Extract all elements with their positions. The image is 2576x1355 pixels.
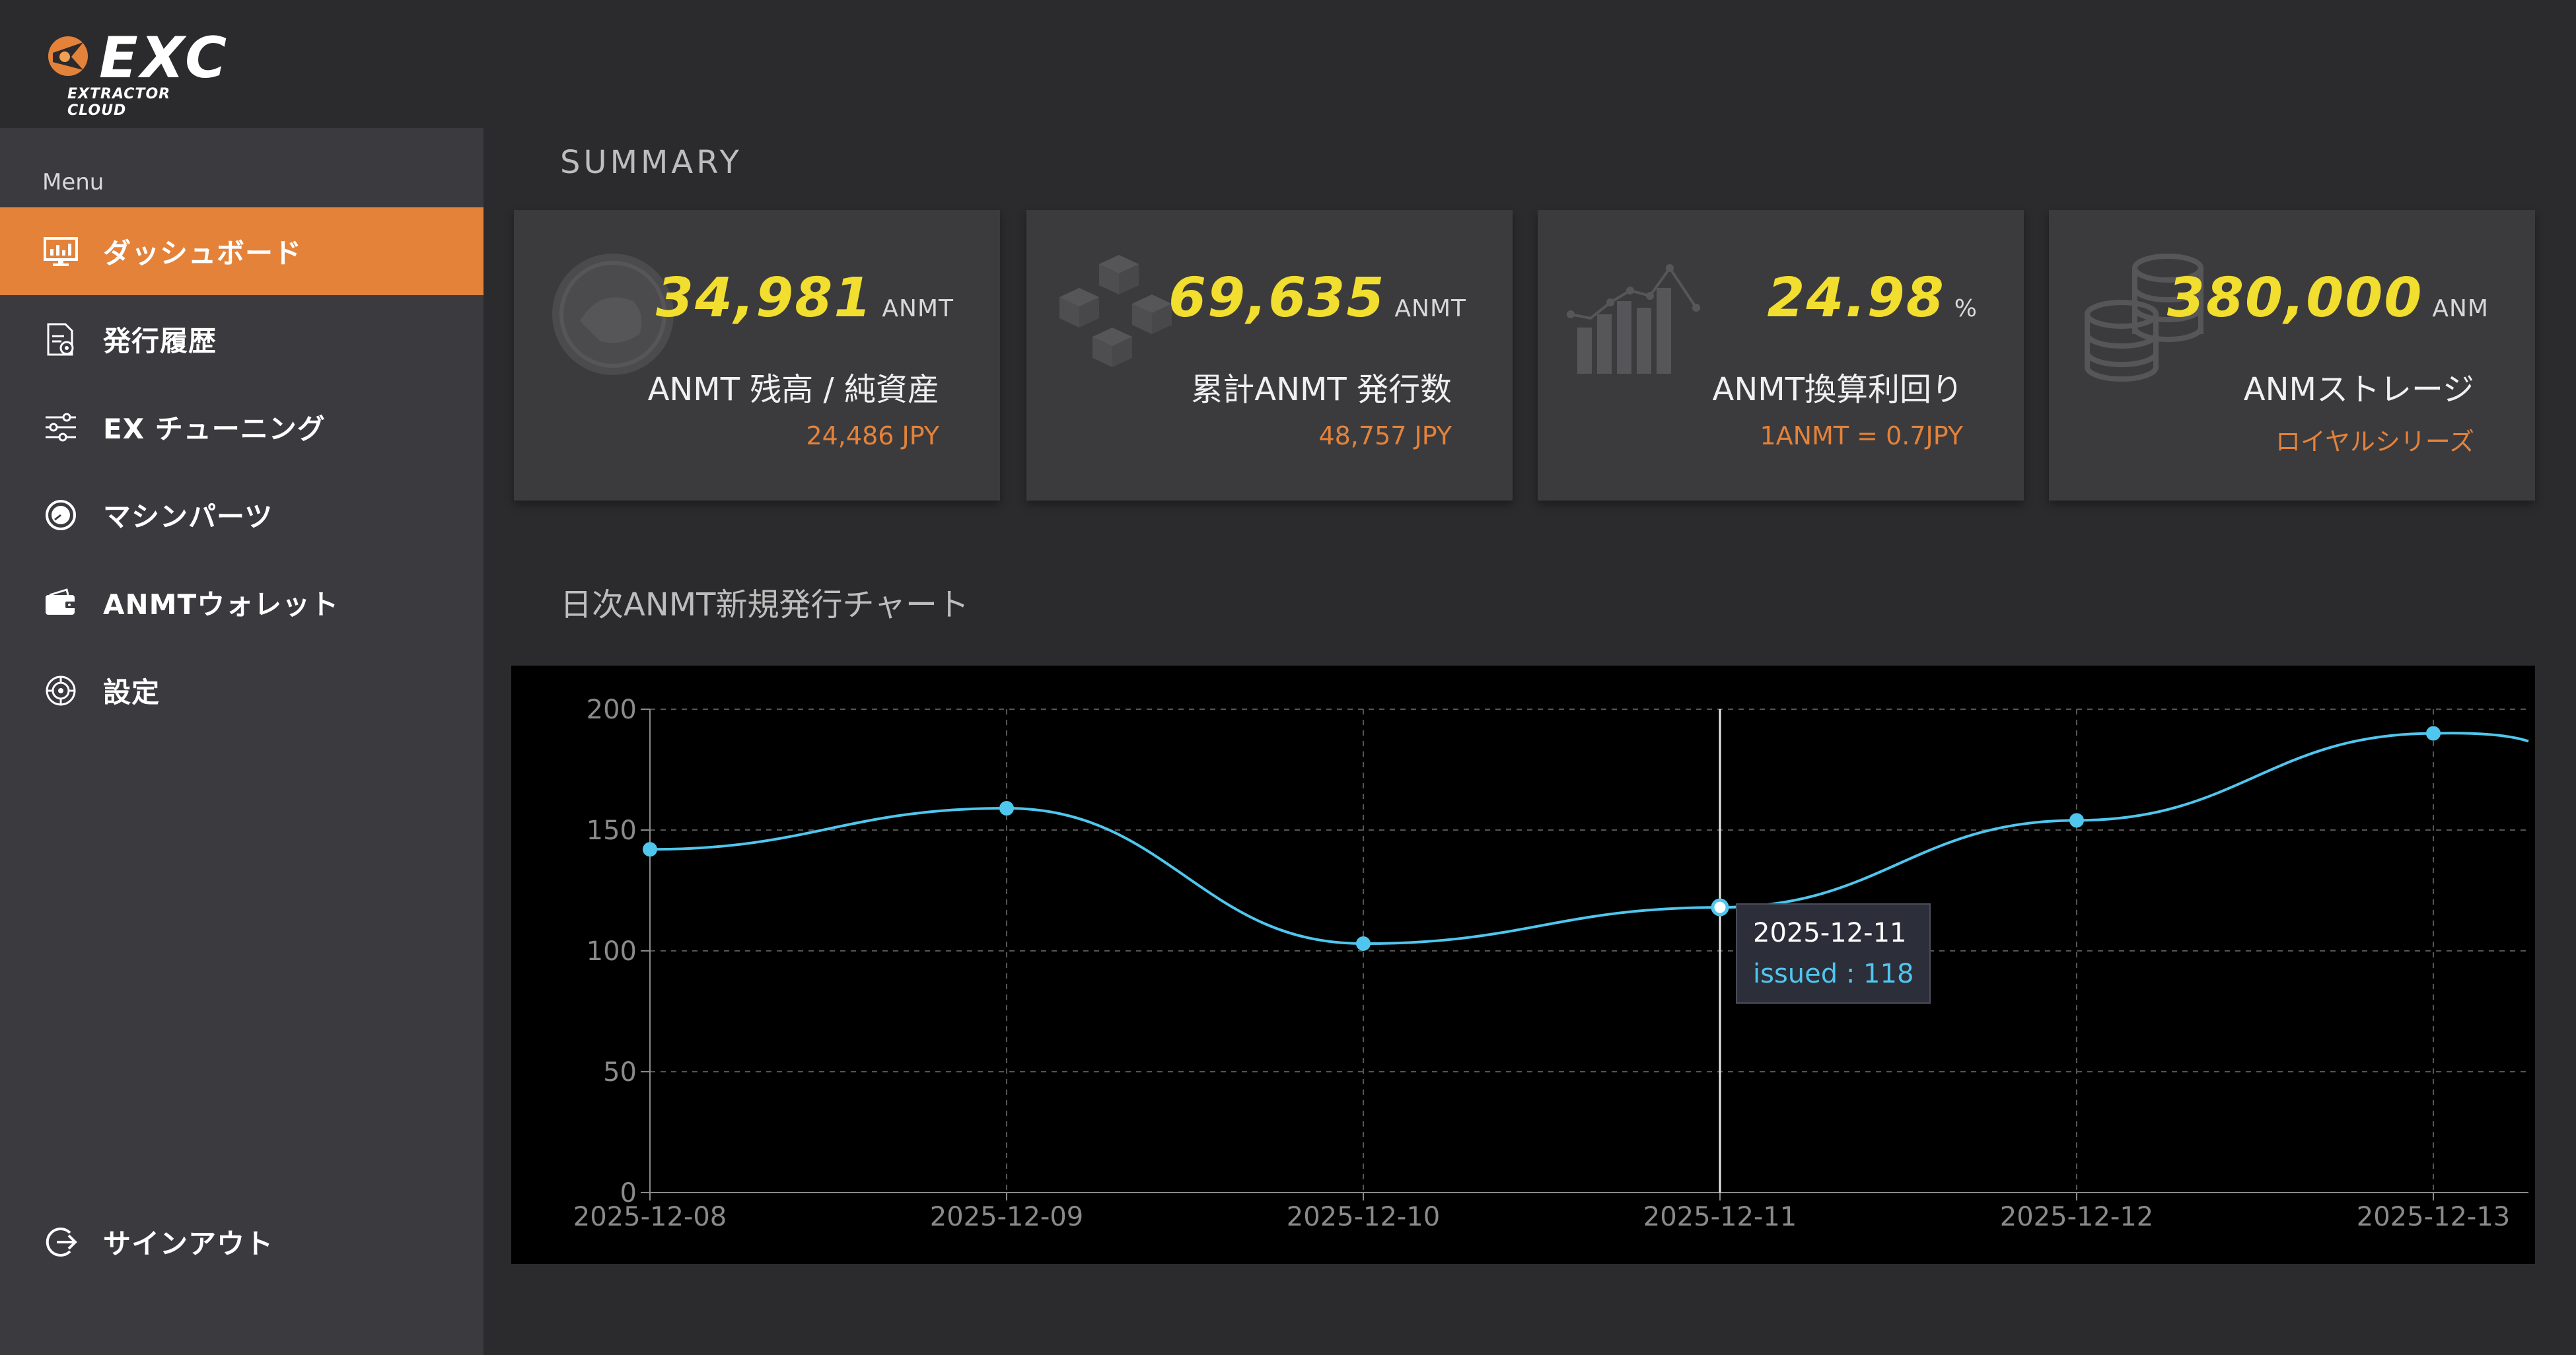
card-unit: ANMT — [882, 295, 954, 322]
gauge-icon — [42, 497, 79, 534]
sidebar-item-label: 設定 — [103, 676, 161, 709]
y-tick-label: 100 — [587, 936, 637, 967]
sidebar-item-history[interactable]: 発行履歴 — [0, 295, 483, 383]
card-label: ANMストレージ — [2243, 371, 2474, 408]
wallet-icon — [42, 584, 79, 621]
tooltip-date: 2025-12-11 — [1753, 918, 1907, 949]
card-unit: % — [1954, 295, 1978, 322]
x-tick-label: 2025-12-12 — [2000, 1202, 2153, 1232]
logo-mark-icon — [48, 36, 88, 76]
data-point — [999, 801, 1014, 816]
sliders-icon — [42, 409, 79, 446]
document-gear-icon — [42, 321, 79, 358]
card-subvalue: 48,757 JPY — [1318, 421, 1452, 450]
logo-subtitle: EXTRACTOR CLOUD — [67, 86, 171, 119]
card-anmt-balance: 34,981 ANMT ANMT 残高 / 純資産 24,486 JPY — [514, 210, 1000, 501]
logo-text: EXC — [99, 25, 230, 91]
y-tick-label: 200 — [587, 695, 637, 725]
card-yield: 24.98 % ANMT換算利回り 1ANMT = 0.7JPY — [1538, 210, 2024, 501]
data-point — [2426, 726, 2441, 741]
sidebar-item-label: 発行履歴 — [103, 325, 217, 357]
card-label: ANMT換算利回り — [1712, 371, 1963, 408]
x-tick-label: 2025-12-11 — [1643, 1202, 1797, 1232]
x-tick-label: 2025-12-13 — [2357, 1202, 2510, 1232]
summary-title: SUMMARY — [560, 144, 742, 181]
card-anm-storage: 380,000 ANM ANMストレージ ロイヤルシリーズ — [2049, 210, 2535, 501]
card-unit: ANM — [2432, 295, 2489, 322]
card-value: 24.98 — [1767, 267, 1945, 330]
card-label: 累計ANMT 発行数 — [1191, 371, 1452, 408]
x-tick-label: 2025-12-10 — [1287, 1202, 1440, 1232]
series-line — [649, 732, 2529, 946]
data-point — [1711, 898, 1729, 917]
x-tick-label: 2025-12-08 — [573, 1202, 727, 1232]
y-tick-label: 50 — [603, 1057, 637, 1088]
card-subvalue: 24,486 JPY — [806, 421, 939, 450]
sidebar-nav: ダッシュボード 発行履歴 EX チューニング マシンパーツ ANMTウォレット — [0, 207, 483, 734]
x-tick-label: 2025-12-09 — [930, 1202, 1083, 1232]
sidebar-item-label: ANMTウォレット — [103, 588, 340, 621]
summary-cards: 34,981 ANMT ANMT 残高 / 純資産 24,486 JPY 69,… — [514, 210, 2535, 501]
card-unit: ANMT — [1394, 295, 1466, 322]
tooltip-value: issued : 118 — [1753, 959, 1914, 990]
card-value: 34,981 — [655, 267, 873, 330]
chart-tooltip: 2025-12-11 issued : 118 — [1736, 903, 1931, 1004]
monitor-chart-icon — [42, 233, 79, 270]
card-value: 380,000 — [2166, 267, 2423, 330]
coins-icon — [2085, 254, 2203, 382]
sidebar-item-dashboard[interactable]: ダッシュボード — [0, 207, 483, 295]
daily-issuance-chart[interactable]: 0 50 100 150 200 2025-12-08 2025-12-09 2025-12-… — [511, 666, 2535, 1264]
sidebar-item-tuning[interactable]: EX チューニング — [0, 383, 483, 471]
sidebar-item-label: EX チューニング — [103, 413, 326, 445]
sidebar-item-wallet[interactable]: ANMTウォレット — [0, 559, 483, 646]
signout-button[interactable]: サインアウト — [0, 1198, 483, 1286]
card-subvalue: 1ANMT = 0.7JPY — [1760, 421, 1963, 450]
chart-svg: 0 50 100 150 200 2025-12-08 2025-12-09 2025-12-… — [573, 695, 2529, 1232]
data-point — [643, 842, 657, 857]
y-tick-label: 150 — [587, 816, 637, 846]
card-value-row: 24.98 % — [1767, 267, 1978, 330]
signout-icon — [42, 1224, 79, 1261]
app-logo[interactable]: EXC EXTRACTOR CLOUD — [45, 25, 227, 119]
blocks-icon — [1059, 255, 1172, 367]
main-content: SUMMARY 34,981 ANMT ANMT 残高 / 純資産 24,486… — [483, 128, 2576, 1355]
menu-caption: Menu — [42, 169, 104, 195]
data-point — [2069, 813, 2084, 828]
card-total-issued: 69,635 ANMT 累計ANMT 発行数 48,757 JPY — [1026, 210, 1513, 501]
bar-line-chart-icon — [1567, 264, 1700, 374]
card-value: 69,635 — [1168, 267, 1386, 330]
data-point — [1356, 936, 1371, 952]
sidebar: Menu ダッシュボード 発行履歴 EX チューニング マシンパーツ — [0, 128, 483, 1355]
card-value-row: 34,981 ANMT — [656, 267, 954, 330]
sidebar-item-label: ダッシュボード — [103, 237, 303, 269]
sidebar-item-settings[interactable]: 設定 — [0, 646, 483, 734]
signout-label: サインアウト — [103, 1228, 274, 1260]
card-value-row: 380,000 ANM — [2167, 267, 2489, 330]
card-label: ANMT 残高 / 純資産 — [647, 371, 939, 408]
sidebar-item-label: マシンパーツ — [103, 501, 273, 533]
gear-icon — [42, 672, 79, 709]
card-value-row: 69,635 ANMT — [1168, 267, 1466, 330]
card-subvalue: ロイヤルシリーズ — [2275, 427, 2474, 456]
chart-title: 日次ANMT新規発行チャート — [560, 586, 969, 623]
emblem-icon — [552, 254, 674, 375]
sidebar-item-machine-parts[interactable]: マシンパーツ — [0, 471, 483, 559]
top-header: EXC EXTRACTOR CLOUD — [0, 0, 2576, 128]
y-tick-label: 0 — [620, 1178, 637, 1208]
